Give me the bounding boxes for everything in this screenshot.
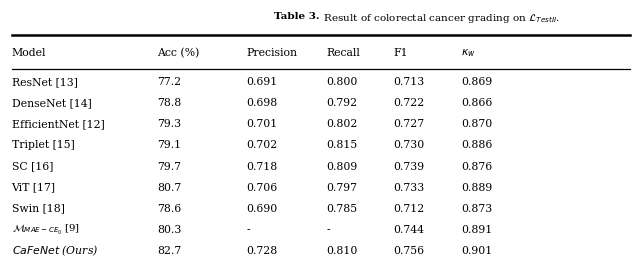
Text: 0.713: 0.713 bbox=[394, 77, 425, 87]
Text: 0.712: 0.712 bbox=[394, 204, 425, 214]
Text: 0.690: 0.690 bbox=[246, 204, 278, 214]
Text: 80.3: 80.3 bbox=[157, 225, 181, 235]
Text: EfficientNet [12]: EfficientNet [12] bbox=[12, 120, 104, 129]
Text: 0.870: 0.870 bbox=[461, 120, 492, 129]
Text: 82.7: 82.7 bbox=[157, 246, 181, 256]
Text: ResNet [13]: ResNet [13] bbox=[12, 77, 77, 87]
Text: 0.706: 0.706 bbox=[246, 183, 278, 192]
Text: 0.866: 0.866 bbox=[461, 98, 492, 108]
Text: 0.886: 0.886 bbox=[461, 141, 492, 150]
Text: 0.718: 0.718 bbox=[246, 162, 278, 171]
Text: $\it{CaFeNet}$ (Ours): $\it{CaFeNet}$ (Ours) bbox=[12, 244, 98, 257]
Text: 0.691: 0.691 bbox=[246, 77, 278, 87]
Text: 0.869: 0.869 bbox=[461, 77, 492, 87]
Text: 0.873: 0.873 bbox=[461, 204, 492, 214]
Text: Recall: Recall bbox=[326, 48, 360, 58]
Text: 79.3: 79.3 bbox=[157, 120, 181, 129]
Text: 0.809: 0.809 bbox=[326, 162, 358, 171]
Text: Precision: Precision bbox=[246, 48, 298, 58]
Text: Swin [18]: Swin [18] bbox=[12, 204, 65, 214]
Text: 80.7: 80.7 bbox=[157, 183, 181, 192]
Text: 0.722: 0.722 bbox=[394, 98, 425, 108]
Text: F1: F1 bbox=[394, 48, 408, 58]
Text: 0.792: 0.792 bbox=[326, 98, 358, 108]
Text: Triplet [15]: Triplet [15] bbox=[12, 141, 74, 150]
Text: 0.891: 0.891 bbox=[461, 225, 492, 235]
Text: DenseNet [14]: DenseNet [14] bbox=[12, 98, 92, 108]
Text: 79.1: 79.1 bbox=[157, 141, 181, 150]
Text: 0.756: 0.756 bbox=[394, 246, 425, 256]
Text: 0.889: 0.889 bbox=[461, 183, 492, 192]
Text: Table 3.: Table 3. bbox=[275, 12, 320, 21]
Text: SC [16]: SC [16] bbox=[12, 162, 53, 171]
Text: 78.8: 78.8 bbox=[157, 98, 181, 108]
Text: 0.739: 0.739 bbox=[394, 162, 425, 171]
Text: ViT [17]: ViT [17] bbox=[12, 183, 56, 192]
Text: 0.701: 0.701 bbox=[246, 120, 278, 129]
Text: 0.744: 0.744 bbox=[394, 225, 424, 235]
Text: 0.698: 0.698 bbox=[246, 98, 278, 108]
Text: 0.730: 0.730 bbox=[394, 141, 425, 150]
Text: 0.815: 0.815 bbox=[326, 141, 358, 150]
Text: $\mathcal{M}_{MAE-CE_0}$ [9]: $\mathcal{M}_{MAE-CE_0}$ [9] bbox=[12, 223, 79, 237]
Text: 0.876: 0.876 bbox=[461, 162, 492, 171]
Text: 0.800: 0.800 bbox=[326, 77, 358, 87]
Text: Result of colorectal cancer grading on $\mathcal{L}_{TestII}$.: Result of colorectal cancer grading on $… bbox=[320, 12, 560, 25]
Text: Acc (%): Acc (%) bbox=[157, 48, 199, 58]
Text: 0.901: 0.901 bbox=[461, 246, 492, 256]
Text: 0.727: 0.727 bbox=[394, 120, 425, 129]
Text: 0.785: 0.785 bbox=[326, 204, 358, 214]
Text: 0.797: 0.797 bbox=[326, 183, 357, 192]
Text: 0.810: 0.810 bbox=[326, 246, 358, 256]
Text: 79.7: 79.7 bbox=[157, 162, 181, 171]
Text: 0.733: 0.733 bbox=[394, 183, 425, 192]
Text: Model: Model bbox=[12, 48, 46, 58]
Text: 0.728: 0.728 bbox=[246, 246, 278, 256]
Text: 0.802: 0.802 bbox=[326, 120, 358, 129]
Text: 77.2: 77.2 bbox=[157, 77, 181, 87]
Text: 0.702: 0.702 bbox=[246, 141, 278, 150]
Text: $\kappa_w$: $\kappa_w$ bbox=[461, 47, 476, 59]
Text: -: - bbox=[326, 225, 330, 235]
Text: -: - bbox=[246, 225, 250, 235]
Text: 78.6: 78.6 bbox=[157, 204, 181, 214]
